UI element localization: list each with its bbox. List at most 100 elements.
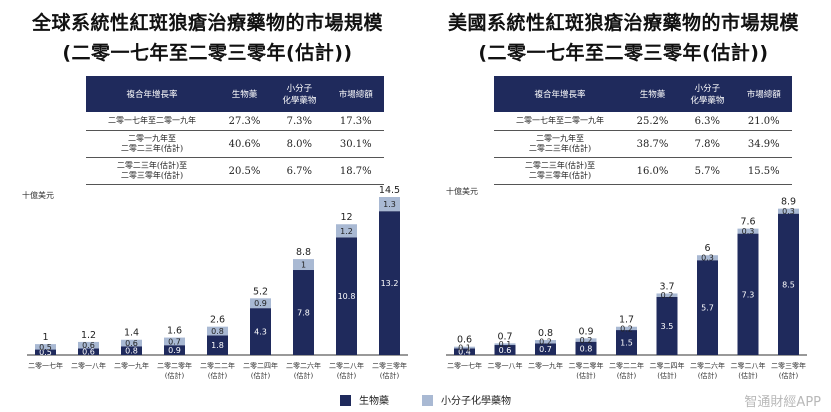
bio-cagr: 27.3% [218,112,272,131]
label-small: 0.3 [742,227,755,236]
label-bio: 13.2 [381,279,399,288]
table-row: 二零一九年至 二零二三年(估計) 40.6% 8.0% 30.1% [86,130,384,158]
bar-small [250,298,271,309]
total-cagr: 15.5% [735,157,792,185]
bio-cagr: 40.6% [218,130,272,158]
bar-bio [454,348,475,355]
label-small: 1.2 [340,227,353,236]
bar-small [35,344,56,350]
label-total: 8.8 [296,247,311,258]
bar-small [121,339,142,347]
label-bio: 0.8 [125,347,138,356]
legend-label-small: 小分子化學藥物 [441,396,511,407]
label-small: 1.3 [383,200,396,209]
category-label: 二零一八年 [71,361,106,370]
category-label: (估計) [576,371,596,380]
bar-bio [35,349,56,355]
col-header-cagr: 複合年增長率 [86,76,218,112]
label-total: 5.2 [253,286,268,297]
category-label: 二零二零年 [569,361,604,370]
category-label: (估計) [380,371,400,380]
category-label: 二零二零年 [157,361,192,370]
col-header-small: 小分子 化學藥物 [679,76,736,112]
category-label: 二零二四年 [243,361,278,370]
label-total: 1.2 [81,330,96,341]
bar-bio [121,346,142,355]
label-bio: 8.5 [782,280,795,289]
label-small: 0.3 [701,254,714,263]
small-cagr: 7.8% [679,130,736,158]
label-total: 14.5 [379,185,400,196]
category-label: 二零一九年 [528,361,563,370]
label-bio: 7.8 [297,309,310,318]
col-header-cagr: 複合年增長率 [494,76,626,112]
bar-small [78,341,99,349]
period-cell: 二零一九年至 二零二三年(估計) [86,130,218,158]
label-bio: 3.5 [661,322,674,331]
label-total: 3.7 [659,281,674,292]
total-cagr: 18.7% [327,157,384,185]
bar-bio [78,348,99,355]
bar-bio [535,343,556,355]
global-bar-chart: 0.50.51二零一七年0.60.61.2二零一八年0.80.61.4二零一九年… [27,185,408,380]
label-total: 2.6 [210,315,225,326]
col-header-bio: 生物藥 [218,76,272,112]
label-bio: 5.7 [701,304,714,313]
category-label: 二零二二年 [200,361,235,370]
bar-bio [616,330,637,355]
bar-small [575,338,597,342]
category-label: 二零一八年 [488,361,523,370]
bar-small [535,340,556,344]
label-total: 1.6 [167,326,182,337]
label-small: 0.6 [125,339,138,348]
category-label: 二零二六年 [286,361,321,370]
category-label: (估計) [657,371,677,380]
bio-cagr: 38.7% [626,130,680,158]
label-bio: 1.8 [211,341,224,350]
legend-small: 小分子化學藥物 [422,392,511,407]
label-bio: 1.5 [620,339,633,348]
label-small: 0.1 [499,340,512,349]
category-label: (估計) [337,371,357,380]
category-label: 二零一九年 [114,361,149,370]
bio-cagr: 20.5% [218,157,272,185]
bio-cagr: 16.0% [626,157,680,185]
col-header-bio: 生物藥 [626,76,680,112]
col-header-small: 小分子 化學藥物 [271,76,328,112]
unit-label: 十億美元 [22,191,54,200]
label-total: 12 [340,212,352,223]
category-label: 二零二八年 [731,361,766,370]
bar-bio [336,237,357,355]
bar-small [336,224,357,238]
label-total: 0.7 [497,331,512,342]
label-small: 0.9 [254,299,267,308]
col-header-total: 市場總額 [735,76,792,112]
total-cagr: 17.3% [327,112,384,131]
category-label: (估計) [779,371,799,380]
period-cell: 二零一七年至二零一九年 [86,112,218,131]
label-bio: 4.3 [254,328,267,337]
category-label: 二零一七年 [28,361,63,370]
small-cagr: 8.0% [271,130,328,158]
chart-subtitle: (二零一七年至二零三零年(估計)) [62,42,353,64]
small-cagr: 5.7% [679,157,736,185]
small-cagr: 6.3% [679,112,736,131]
us-bar-chart: 0.40.10.6二零一七年0.60.10.7二零一八年0.70.20.8二零一… [446,197,807,380]
bar-bio [293,270,314,355]
period-cell: 二零二三年(估計)至 二零三零年(估計) [494,157,626,185]
bar-small [379,197,400,212]
legend-bio: 生物藥 [340,392,389,407]
label-small: 0.2 [539,338,552,347]
table-row: 二零一九年至 二零二三年(估計) 38.7% 7.8% 34.9% [494,130,792,158]
category-label: (估計) [698,371,718,380]
cagr-table: 複合年增長率 生物藥 小分子 化學藥物 市場總額 二零一七年至二零一九年 27.… [86,76,384,185]
period-cell: 二零一九年至 二零二三年(估計) [494,130,626,158]
label-total: 7.6 [740,217,755,228]
table-row: 二零二三年(估計)至 二零三零年(估計) 20.5% 6.7% 18.7% [86,157,384,185]
category-label: 二零一七年 [447,361,482,370]
col-header-total: 市場總額 [327,76,384,112]
table-row: 二零二三年(估計)至 二零三零年(估計) 16.0% 5.7% 15.5% [494,157,792,185]
label-bio: 0.9 [168,346,181,355]
bar-small [656,293,678,297]
legend-label-bio: 生物藥 [359,396,389,407]
